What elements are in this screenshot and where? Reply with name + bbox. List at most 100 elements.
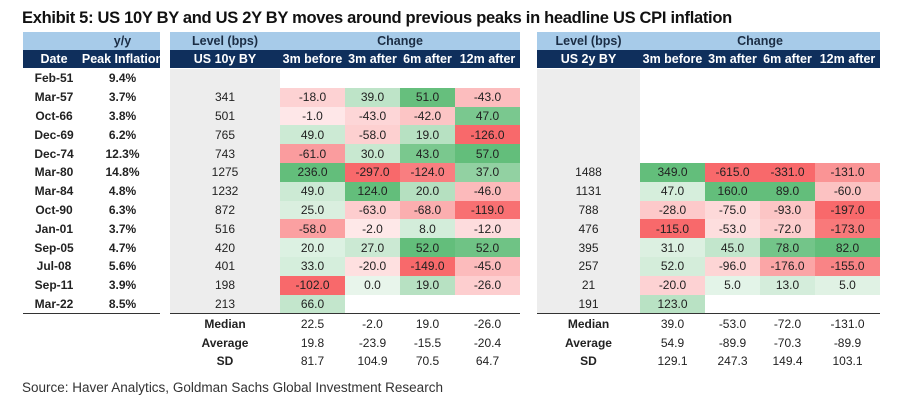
change-cell — [815, 295, 880, 314]
table-row: Sep-11 3.9% — [23, 276, 160, 295]
change-cell: 33.0 — [280, 256, 345, 276]
change-cell: 8.0 — [400, 219, 455, 239]
change-cell — [400, 295, 455, 314]
change-cell: -58.0 — [345, 125, 400, 145]
date-cell: Dec-69 — [34, 127, 74, 142]
exhibit-title: Exhibit 5: US 10Y BY and US 2Y BY moves … — [22, 9, 732, 27]
level-cell: 788 — [537, 200, 640, 220]
table-bottom-rule — [537, 313, 880, 315]
stat-value: 149.4 — [772, 354, 803, 369]
change-cell: 31.0 — [640, 238, 705, 257]
change-cell — [760, 144, 815, 163]
level-cell: 191 — [537, 294, 640, 314]
change-cell: -93.0 — [760, 200, 815, 220]
change-cell — [640, 144, 705, 163]
level-cell — [537, 106, 640, 126]
change-cell — [705, 125, 760, 144]
change-cell: 45.0 — [705, 238, 760, 257]
table-row: 1232 49.0 124.0 20.0 -46.0 — [170, 181, 520, 201]
stat-value: 247.3 — [717, 354, 748, 369]
stat-value: 39.0 — [660, 316, 685, 331]
date-cell: Oct-66 — [35, 108, 73, 123]
change-cell: 349.0 — [640, 162, 705, 182]
level-cell: 401 — [170, 256, 280, 276]
stat-value: -131.0 — [830, 316, 865, 331]
change-cell — [455, 295, 520, 314]
table-row: 341 -18.0 39.0 51.0 -43.0 — [170, 87, 520, 107]
change-cell — [705, 144, 760, 163]
change-cell: 160.0 — [705, 181, 760, 201]
change-cell — [815, 125, 880, 144]
change-cell — [455, 69, 520, 88]
stats-row: Average 19.8 -23.9 -15.5 -20.4 — [170, 333, 520, 352]
date-cell: Sep-11 — [34, 278, 74, 293]
peak-inflation-cell: 3.9% — [108, 278, 137, 293]
change-cell: 30.0 — [345, 144, 400, 163]
date-cell: Mar-84 — [34, 184, 74, 199]
change-cell: 52.0 — [455, 238, 520, 257]
stat-label: SD — [216, 354, 234, 369]
peak-inflation-cell: 5.6% — [108, 259, 137, 274]
change-cell: 57.0 — [455, 144, 520, 163]
stats-row: Median 39.0 -53.0 -72.0 -131.0 — [537, 314, 880, 333]
change-cell: -615.0 — [705, 162, 760, 182]
date-cell: Jul-08 — [36, 259, 72, 274]
date-cell: Mar-22 — [34, 296, 74, 311]
peak-inflation-cell: 4.7% — [108, 240, 137, 255]
change-cell: -63.0 — [345, 200, 400, 220]
table-row: Feb-51 9.4% — [23, 69, 160, 88]
table-row: 872 25.0 -63.0 -68.0 -119.0 — [170, 200, 520, 220]
change-cell: -61.0 — [280, 144, 345, 163]
date-cell: Mar-57 — [34, 90, 74, 105]
change-cell: 78.0 — [760, 238, 815, 257]
change-cell: 82.0 — [815, 238, 880, 257]
change-cell — [815, 69, 880, 88]
change-cell: -102.0 — [280, 275, 345, 295]
change-cell — [760, 88, 815, 107]
stat-value: 64.7 — [475, 354, 500, 369]
change-cell — [705, 295, 760, 314]
inflation-peaks-table: y/y Date Peak Inflation Feb-51 9.4% Mar-57 3… — [23, 32, 163, 315]
change-cell: -131.0 — [815, 162, 880, 182]
change-cell: -53.0 — [705, 219, 760, 239]
change-cell: -20.0 — [345, 256, 400, 276]
change-column-header: 12m after — [815, 50, 880, 68]
stat-value: 70.5 — [415, 354, 440, 369]
peak-inflation-cell: 6.3% — [108, 202, 137, 217]
table-row: Oct-66 3.8% — [23, 107, 160, 126]
table-row: Mar-80 14.8% — [23, 163, 160, 182]
change-cell: 37.0 — [455, 162, 520, 182]
change-cell — [345, 295, 400, 314]
table-row: 1131 47.0 160.0 89.0 -60.0 — [537, 181, 880, 201]
change-cell — [760, 125, 815, 144]
change-cell: -176.0 — [760, 256, 815, 276]
change-cell: -124.0 — [400, 162, 455, 182]
change-cell: 47.0 — [640, 181, 705, 201]
peak-inflation-cell: 8.5% — [108, 296, 137, 311]
table-row: Dec-69 6.2% — [23, 125, 160, 144]
date-cell: Oct-90 — [35, 202, 73, 217]
change-header: Change — [280, 32, 520, 50]
change-cell — [640, 88, 705, 107]
level-cell: 1488 — [537, 162, 640, 182]
table-row: 1488 349.0 -615.0 -331.0 -131.0 — [537, 162, 880, 182]
change-cell: 5.0 — [815, 275, 880, 295]
change-cell: -72.0 — [760, 219, 815, 239]
change-cell: -42.0 — [400, 106, 455, 126]
table-row: 257 52.0 -96.0 -176.0 -155.0 — [537, 256, 880, 276]
stat-label: Average — [201, 335, 249, 350]
change-cell: -45.0 — [455, 256, 520, 276]
table-row: 213 66.0 — [170, 294, 520, 314]
stat-value: 19.0 — [415, 316, 440, 331]
change-cell: 123.0 — [640, 294, 705, 314]
stat-value: 103.1 — [832, 354, 863, 369]
level-cell: 21 — [537, 275, 640, 295]
stat-value: -89.9 — [718, 335, 747, 350]
change-cell: -12.0 — [455, 219, 520, 239]
change-cell: -149.0 — [400, 256, 455, 276]
level-cell: 765 — [170, 125, 280, 145]
change-cell — [705, 69, 760, 88]
change-cell: -331.0 — [760, 162, 815, 182]
table-row: Oct-90 6.3% — [23, 201, 160, 220]
change-cell: 0.0 — [345, 275, 400, 295]
